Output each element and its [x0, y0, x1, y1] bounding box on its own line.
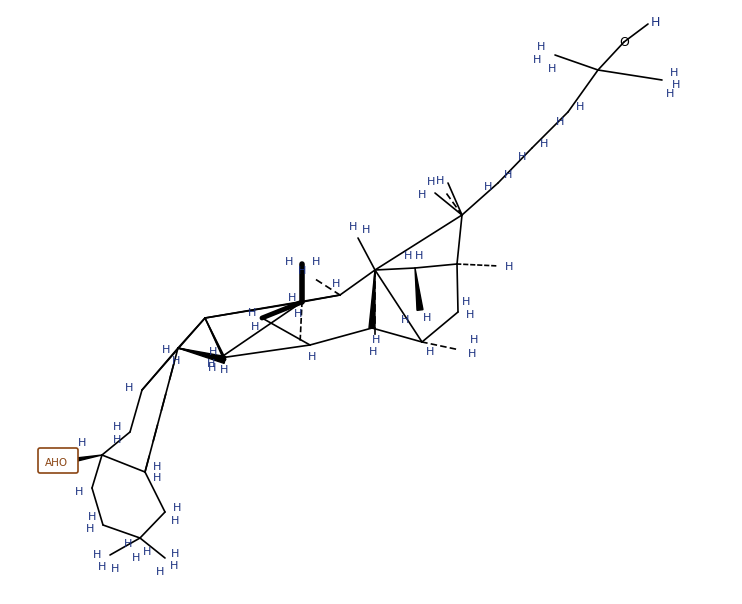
Text: H: H — [124, 539, 132, 549]
Text: H: H — [248, 308, 256, 318]
Text: H: H — [404, 251, 413, 261]
Text: H: H — [111, 564, 119, 574]
Text: H: H — [142, 547, 151, 557]
Text: H: H — [162, 345, 170, 355]
Text: H: H — [88, 512, 96, 522]
Text: H: H — [466, 310, 474, 320]
Text: H: H — [650, 16, 660, 28]
Text: H: H — [251, 322, 259, 332]
Text: H: H — [484, 182, 492, 192]
Text: H: H — [288, 293, 296, 303]
Text: H: H — [171, 549, 179, 559]
Polygon shape — [369, 270, 375, 328]
Text: H: H — [75, 487, 83, 497]
Text: H: H — [132, 553, 140, 563]
Text: H: H — [401, 315, 409, 325]
Text: H: H — [372, 335, 380, 345]
Text: H: H — [294, 309, 302, 319]
Text: H: H — [113, 422, 121, 432]
Text: H: H — [86, 524, 94, 534]
Text: H: H — [78, 438, 86, 448]
Text: H: H — [93, 550, 101, 560]
Text: H: H — [518, 152, 526, 162]
Polygon shape — [178, 348, 226, 364]
Text: H: H — [298, 266, 306, 276]
Text: H: H — [349, 222, 357, 232]
Text: H: H — [285, 257, 293, 267]
Text: H: H — [208, 363, 216, 373]
Text: H: H — [576, 102, 584, 112]
Text: H: H — [209, 347, 217, 357]
Polygon shape — [205, 318, 226, 361]
Text: H: H — [467, 349, 476, 359]
Text: H: H — [415, 251, 423, 261]
Text: H: H — [332, 279, 340, 289]
Text: H: H — [427, 177, 436, 187]
Polygon shape — [415, 268, 423, 310]
Text: H: H — [98, 562, 106, 572]
Text: H: H — [436, 176, 444, 186]
Polygon shape — [62, 455, 102, 464]
Text: H: H — [362, 225, 370, 235]
Text: H: H — [548, 64, 556, 74]
Text: H: H — [308, 352, 316, 362]
Text: H: H — [462, 297, 470, 307]
Text: H: H — [666, 89, 674, 99]
Text: H: H — [113, 435, 121, 445]
Text: H: H — [170, 561, 178, 571]
Text: H: H — [505, 262, 513, 272]
Text: H: H — [207, 359, 215, 369]
Text: H: H — [556, 117, 564, 127]
Text: H: H — [153, 473, 161, 483]
Text: H: H — [220, 365, 229, 375]
Text: O: O — [619, 36, 629, 50]
Text: H: H — [153, 462, 161, 472]
Text: H: H — [672, 80, 680, 90]
Text: H: H — [536, 42, 545, 52]
Text: H: H — [533, 55, 541, 65]
Text: H: H — [172, 356, 180, 366]
Text: H: H — [540, 139, 548, 149]
FancyBboxPatch shape — [38, 448, 78, 473]
Text: H: H — [418, 190, 426, 200]
Text: H: H — [156, 567, 164, 577]
Text: H: H — [670, 68, 678, 78]
Text: H: H — [312, 257, 321, 267]
Text: H: H — [470, 335, 478, 345]
Text: H: H — [173, 503, 181, 513]
Text: H: H — [423, 313, 431, 323]
Text: AHO: AHO — [45, 458, 68, 468]
Text: H: H — [369, 347, 377, 357]
Text: H: H — [426, 347, 434, 357]
Text: H: H — [504, 170, 512, 180]
Text: H: H — [171, 516, 179, 526]
Text: H: H — [125, 383, 133, 393]
